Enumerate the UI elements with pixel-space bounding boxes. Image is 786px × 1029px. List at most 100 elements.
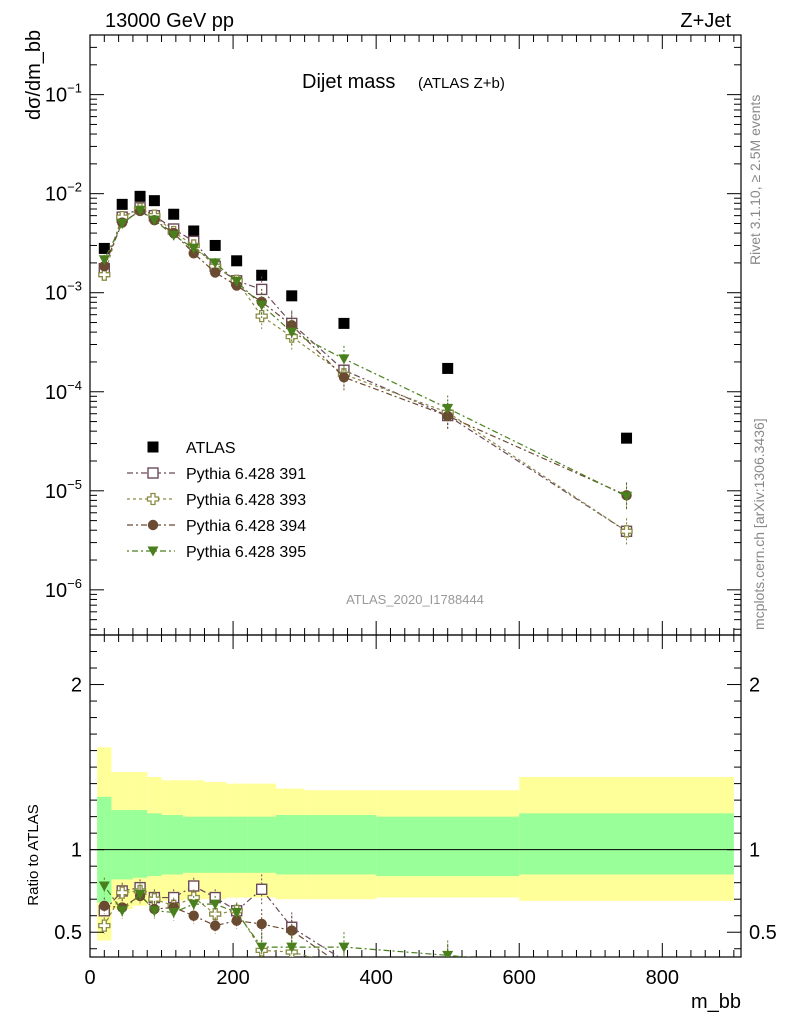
series-0: [98, 190, 633, 444]
data-point: [209, 258, 221, 269]
ratio-data-point: [134, 889, 146, 900]
ratio-data-point: [168, 907, 180, 918]
band-green-bin: [183, 816, 205, 873]
chart-subtitle: (ATLAS Z+b): [418, 75, 505, 92]
data-point: [442, 362, 454, 374]
legend-marker: [147, 467, 159, 479]
main-y-axis-title: dσ/dm_bb: [23, 30, 45, 120]
legend-label: Pythia 6.428 393: [186, 492, 306, 509]
series-line: [103, 207, 627, 532]
data-point: [231, 276, 243, 287]
data-point: [256, 300, 268, 311]
data-point: [442, 403, 454, 414]
ratio-data-point: [209, 920, 221, 931]
data-point: [209, 239, 221, 251]
x-tick-label: 400: [359, 967, 392, 989]
ratio-data-point: [286, 925, 297, 936]
ratio-panel: 0 200 400 600 800 0.5 0.5 1 1 2 2: [54, 634, 777, 989]
series-3: [99, 205, 632, 509]
ratio-y-tick-label: 0.5: [54, 922, 82, 944]
y-tick-label-exponent: −2: [67, 180, 82, 195]
legend-label: Pythia 6.428 394: [186, 518, 306, 535]
ratio-data-point: [209, 899, 221, 910]
x-tick-label: 200: [216, 967, 249, 989]
y-tick-label: 10−5: [45, 477, 82, 503]
y-tick-label-base: 10: [45, 85, 67, 107]
ratio-data-point: [98, 881, 110, 892]
data-point: [256, 269, 268, 281]
y-tick-label-exponent: −4: [67, 378, 82, 393]
ratio-data-point: [188, 899, 200, 910]
legend-marker: [147, 546, 159, 557]
data-point: [209, 267, 221, 278]
band-green-bin: [161, 814, 183, 875]
band-green-bin: [147, 813, 162, 877]
ratio-data-point: [116, 886, 129, 899]
data-point: [168, 208, 180, 220]
ratio-data-point: [256, 942, 268, 953]
series-2: [98, 202, 633, 545]
y-tick-label-base: 10: [45, 481, 67, 503]
ratio-series-3: [98, 877, 473, 957]
band-green-bin: [225, 816, 248, 873]
y-tick-label-base: 10: [45, 382, 67, 404]
mcplots-label: mcplots.cern.ch [arXiv:1306.3436]: [751, 418, 767, 630]
band-green-bin: [111, 810, 133, 880]
data-point: [99, 261, 110, 272]
ratio-y-tick-label-right: 2: [749, 675, 760, 697]
band-green-bin: [304, 814, 377, 875]
svg-text:dσ/dm_bb: dσ/dm_bb: [23, 30, 45, 120]
ratio-y-tick-label-right: 0.5: [749, 922, 777, 944]
band-green-bin: [247, 816, 276, 873]
legend-marker: [147, 441, 159, 453]
y-tick-label-exponent: −3: [67, 279, 82, 294]
y-tick-label: 10−4: [45, 378, 82, 404]
data-point: [188, 225, 200, 237]
data-point: [98, 268, 111, 281]
ratio-data-point: [255, 883, 268, 895]
x-tick-label: 800: [646, 967, 679, 989]
ratio-data-point: [442, 950, 454, 957]
series-1: [98, 202, 633, 545]
series-4: [98, 205, 633, 510]
band-green-bin: [376, 816, 520, 877]
legend-marker: [146, 492, 160, 506]
y-tick-label: 10−6: [45, 576, 82, 602]
x-axis-title: m_bb: [691, 991, 741, 1013]
ratio-y-tick-label: 1: [71, 840, 82, 862]
legend-label: ATLAS: [186, 440, 236, 457]
data-point: [116, 198, 128, 210]
analysis-watermark: ATLAS_2020_I1788444: [346, 592, 484, 607]
legend-marker: [147, 519, 159, 531]
data-point: [134, 205, 146, 216]
series-line: [103, 208, 627, 532]
ratio-series-group: [98, 874, 473, 957]
ratio-y-tick-label: 2: [71, 675, 82, 697]
ratio-series-line: [104, 895, 331, 957]
y-tick-label-exponent: −6: [67, 576, 82, 591]
data-point: [231, 255, 243, 267]
data-point: [286, 327, 298, 338]
data-point: [621, 491, 633, 502]
data-point: [168, 230, 180, 241]
data-point: [338, 372, 350, 383]
y-tick-label: 10−2: [45, 180, 82, 206]
ratio-data-point: [338, 942, 350, 953]
ratio-data-point: [231, 907, 243, 918]
ratio-data-point: [286, 942, 298, 953]
data-point: [338, 354, 350, 365]
rivet-version-label: Rivet 3.1.10, ≥ 2.5M events: [747, 95, 763, 265]
y-tick-label-exponent: −1: [67, 81, 82, 96]
data-point: [98, 255, 110, 266]
band-green-bin: [519, 813, 734, 875]
process-label: Z+Jet: [680, 10, 731, 32]
chart-title: Dijet mass: [302, 71, 395, 93]
series-line: [103, 210, 627, 496]
band-green-bin: [276, 814, 305, 875]
ratio-data-point: [256, 918, 267, 930]
data-point: [98, 242, 110, 254]
collision-label: 13000 GeV pp: [105, 10, 234, 32]
data-point: [116, 218, 128, 229]
data-point: [188, 243, 200, 254]
